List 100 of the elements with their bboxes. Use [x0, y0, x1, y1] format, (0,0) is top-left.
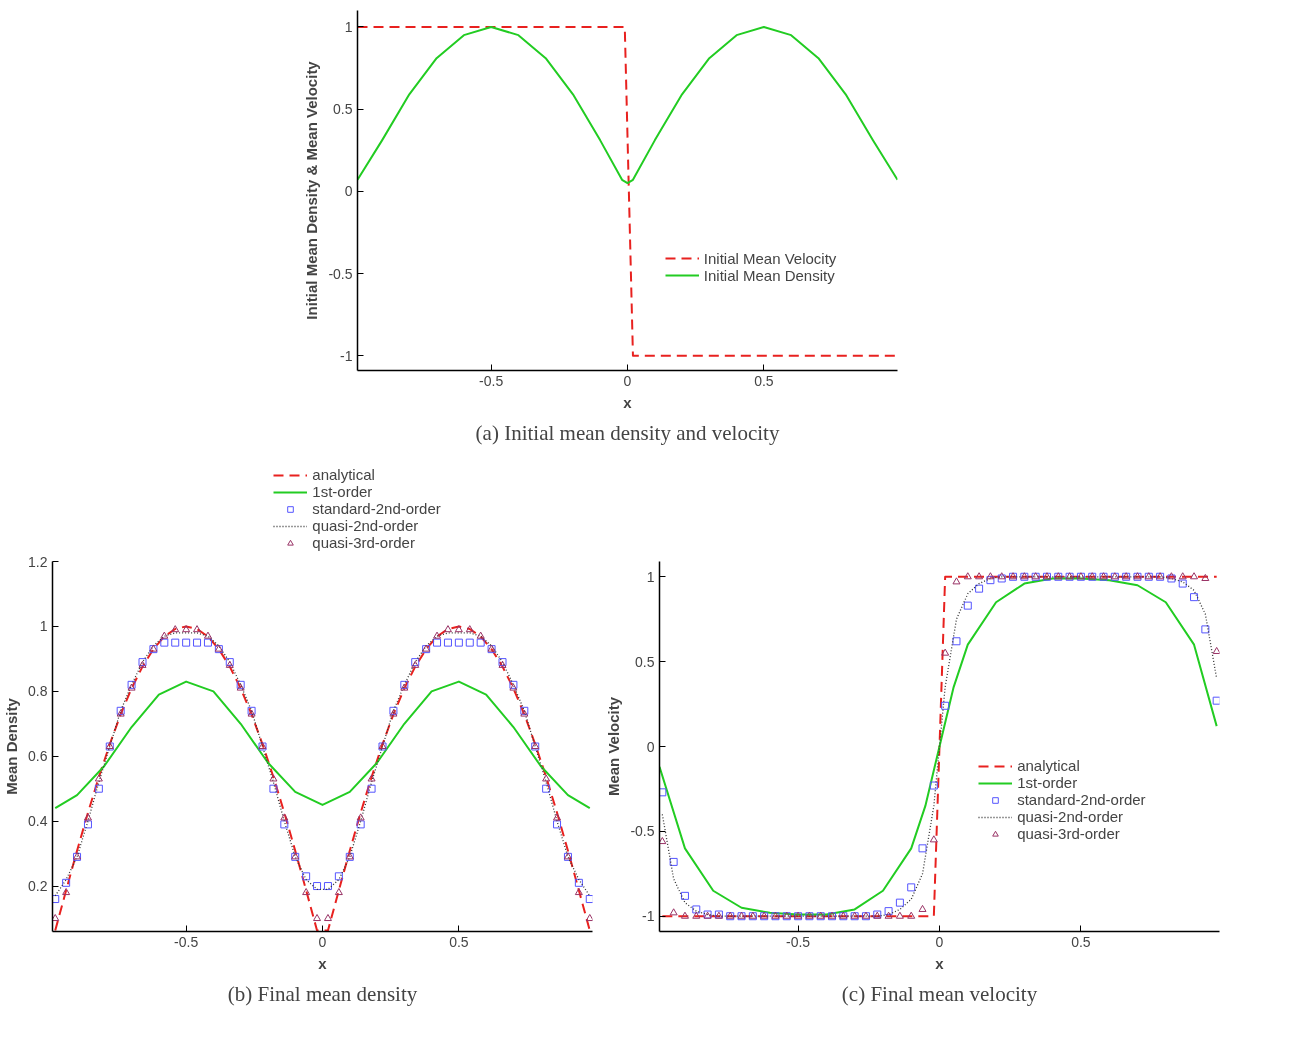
y-tick-label: 0.2 — [28, 878, 48, 895]
point — [659, 837, 667, 845]
point — [171, 638, 180, 647]
point — [323, 913, 332, 922]
y-tick-label: 0.8 — [28, 683, 48, 700]
point — [986, 572, 995, 580]
point — [884, 911, 893, 919]
point — [269, 774, 278, 782]
point — [975, 584, 984, 593]
y-tick-label: 0.6 — [28, 748, 48, 765]
point — [1178, 579, 1187, 588]
point — [542, 784, 551, 793]
point — [83, 813, 92, 821]
point — [313, 913, 322, 922]
point — [585, 895, 593, 904]
y-tick-label: 0 — [646, 738, 655, 755]
y-tick-label: -0.5 — [630, 823, 655, 840]
point — [182, 625, 191, 633]
point — [963, 601, 972, 610]
x-tick-label: 0.5 — [754, 372, 774, 389]
point — [203, 638, 212, 647]
point — [941, 701, 950, 710]
point — [94, 774, 103, 782]
x-axis-title: x — [623, 393, 633, 411]
point — [269, 784, 278, 793]
point — [160, 631, 169, 639]
legend-label: quasi-2nd-order — [1017, 808, 1124, 826]
point — [1201, 573, 1210, 581]
legend-label: analytical — [1017, 757, 1080, 775]
point — [443, 625, 452, 633]
point — [574, 888, 583, 896]
x-tick-label: -0.5 — [479, 372, 504, 389]
legend-label: 1st-order — [1017, 774, 1078, 792]
point — [929, 781, 938, 790]
point — [1178, 572, 1187, 580]
point — [334, 872, 343, 881]
point — [952, 577, 961, 585]
x-tick-label: 0 — [623, 372, 632, 389]
point — [1212, 646, 1220, 654]
point — [302, 872, 311, 881]
text: (a) Initial mean density and velocity — [475, 420, 780, 445]
legend-label: standard-2nd-order — [1017, 791, 1146, 809]
point — [692, 905, 701, 914]
y-tick-label: 0.4 — [28, 813, 48, 830]
y-tick-label: 1 — [344, 18, 353, 35]
point — [323, 882, 332, 891]
y-axis-title: Mean Density — [3, 697, 21, 795]
x-tick-label: -0.5 — [174, 933, 199, 950]
point — [443, 638, 452, 647]
point — [1201, 625, 1210, 634]
point — [367, 774, 376, 782]
point — [895, 898, 904, 907]
legend-label: standard-2nd-order — [312, 500, 441, 517]
x-tick-label: 0.5 — [449, 933, 469, 950]
point — [585, 913, 593, 922]
x-axis-title: x — [318, 954, 328, 972]
text: (b) Final mean density — [227, 981, 418, 1006]
point — [62, 888, 71, 896]
point — [334, 888, 343, 896]
point — [895, 911, 904, 919]
point — [356, 813, 365, 821]
x-tick-label: 0 — [935, 933, 944, 950]
x-tick-label: 0.5 — [1071, 933, 1091, 950]
x-tick-label: 0 — [318, 933, 327, 950]
point — [669, 908, 678, 916]
x-axis-title: x — [935, 954, 945, 972]
point — [83, 820, 92, 829]
point — [454, 625, 463, 633]
point — [884, 907, 893, 916]
point — [553, 813, 562, 821]
legend-label: Initial Mean Velocity — [703, 249, 837, 267]
y-tick-label: 1 — [39, 618, 48, 635]
point — [669, 857, 678, 866]
point — [367, 784, 376, 793]
text: (c) Final mean velocity — [841, 981, 1038, 1006]
y-tick-label: 0.5 — [635, 653, 655, 670]
y-axis-title: Initial Mean Density & Mean Velocity — [303, 60, 321, 320]
point — [182, 638, 191, 647]
y-tick-label: 1.2 — [28, 553, 48, 570]
point — [465, 638, 474, 647]
point — [454, 638, 463, 647]
x-tick-label: -0.5 — [786, 933, 811, 950]
y-tick-label: 0.5 — [333, 101, 353, 118]
point — [280, 820, 289, 829]
point — [94, 784, 103, 793]
point — [542, 774, 551, 782]
point — [193, 638, 202, 647]
point — [280, 813, 289, 821]
point — [941, 648, 950, 656]
legend-label: Initial Mean Density — [703, 266, 835, 284]
line-series — [357, 25, 898, 185]
point — [171, 625, 180, 633]
point — [680, 891, 689, 900]
point — [986, 576, 995, 585]
y-tick-label: -1 — [340, 347, 353, 364]
point — [476, 631, 485, 639]
point — [907, 883, 916, 892]
y-tick-label: 0 — [344, 183, 353, 200]
point — [313, 882, 322, 891]
legend-label: 1st-order — [312, 483, 373, 500]
